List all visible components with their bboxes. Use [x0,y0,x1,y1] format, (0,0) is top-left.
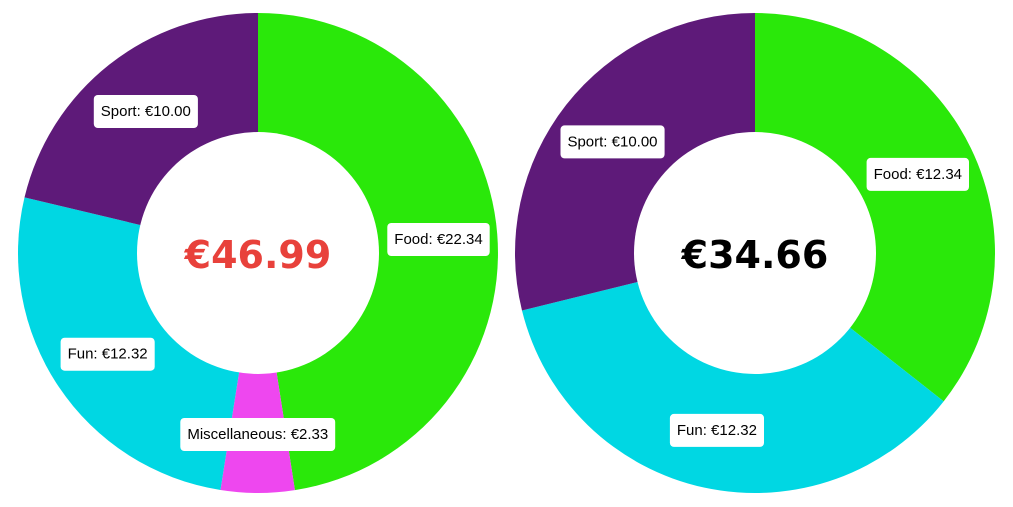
slice-label-food: Food: €22.34 [387,223,490,256]
total-label: €46.99 [184,233,332,277]
slice-label-fun: Fun: €12.32 [60,337,155,371]
labels-group: Food: €12.34 Fun: €12.32 Sport: €10.00 [560,125,969,447]
slice-food [755,13,995,402]
label-text: Food: €22.34 [394,231,482,248]
label-text: Sport: €10.00 [567,133,657,150]
label-box [560,125,665,159]
label-box [93,95,198,128]
label-box [866,157,969,191]
slice-label-miscellaneous: Miscellaneous: €2.33 [180,418,336,451]
slice-fun [521,253,944,494]
label-box [387,223,490,256]
label-box [669,413,764,447]
label-text: Fun: €12.32 [677,422,757,439]
donut-hole [634,132,876,374]
labels-group: Food: €22.34 Miscellaneous: €2.33 Fun: €12… [60,95,490,451]
label-text: Sport: €10.00 [101,103,191,120]
label-box [60,337,155,371]
slice-label-sport: Sport: €10.00 [560,125,665,159]
label-text: Food: €12.34 [874,166,962,183]
total-label: €34.66 [681,233,829,277]
label-text: Miscellaneous: €2.33 [187,426,328,443]
slice-label-fun: Fun: €12.32 [669,413,764,447]
slice-label-sport: Sport: €10.00 [93,95,198,128]
label-text: Fun: €12.32 [68,346,148,363]
slice-label-food: Food: €12.34 [866,157,969,191]
donut-chart-right: €34.66 Food: €12.34 Fun: €12.32 Sport: €10… [514,12,995,494]
label-box [180,418,336,451]
donut-hole [137,132,379,374]
